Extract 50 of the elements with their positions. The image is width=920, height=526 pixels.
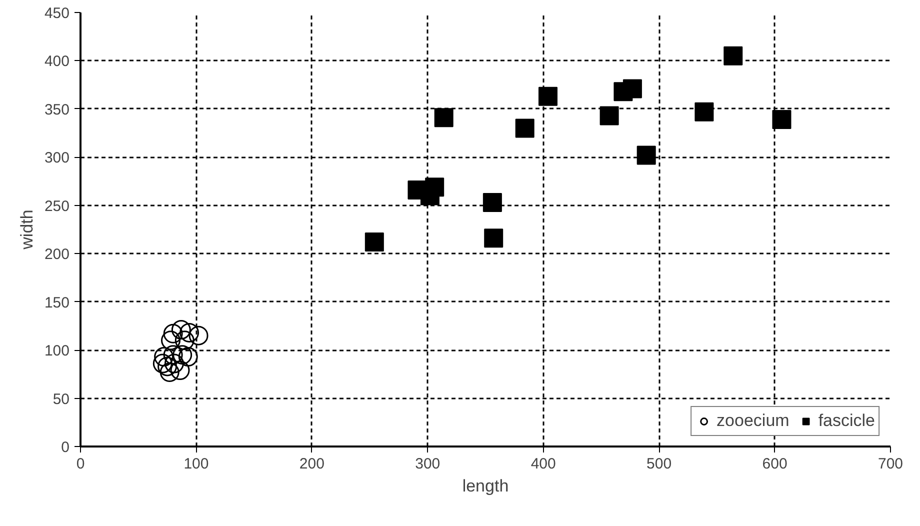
point — [636, 146, 656, 165]
point — [174, 330, 194, 350]
point — [482, 192, 502, 212]
point — [434, 108, 454, 128]
point — [364, 232, 384, 252]
point — [158, 356, 178, 376]
x-tick-label: 700 — [878, 456, 904, 472]
x-tick-label: 500 — [646, 456, 672, 472]
y-tick-label: 350 — [44, 101, 70, 118]
y-tick-label: 200 — [44, 246, 70, 264]
x-axis-title: length — [462, 476, 509, 496]
point — [515, 118, 534, 138]
x-tick-label: 400 — [530, 456, 556, 472]
point — [152, 354, 172, 374]
x-tick-label: 300 — [415, 456, 440, 472]
point — [538, 86, 558, 106]
point — [178, 347, 198, 367]
point — [600, 106, 619, 126]
point — [180, 322, 200, 342]
y-tick-label: 450 — [44, 5, 70, 22]
point — [172, 345, 192, 365]
point — [154, 347, 174, 367]
y-tick-label: 150 — [44, 294, 70, 312]
legend-label: zooecium — [716, 411, 790, 431]
point — [160, 362, 180, 382]
point — [188, 326, 208, 346]
legend-label: fascicle — [818, 411, 875, 431]
point — [163, 345, 183, 365]
point — [170, 360, 190, 380]
x-tick-label: 600 — [762, 456, 788, 472]
y-tick-label: 250 — [44, 198, 70, 215]
y-tick-label: 100 — [44, 342, 70, 360]
y-tick-label: 50 — [52, 390, 70, 408]
point — [724, 46, 743, 66]
point — [163, 324, 183, 344]
y-tick-label: 0 — [61, 439, 70, 456]
point — [772, 110, 792, 130]
x-tick-label: 0 — [76, 456, 85, 472]
y-tick-label: 300 — [44, 150, 70, 167]
y-tick-label: 400 — [44, 53, 70, 70]
x-tick-label: 200 — [299, 456, 324, 472]
x-tick-label: 100 — [184, 456, 209, 472]
point — [161, 330, 181, 350]
point — [694, 102, 714, 122]
point — [171, 320, 191, 340]
point — [425, 178, 444, 197]
point — [164, 354, 184, 374]
point — [622, 79, 642, 98]
point — [484, 228, 504, 248]
y-axis-title: width — [17, 210, 36, 250]
